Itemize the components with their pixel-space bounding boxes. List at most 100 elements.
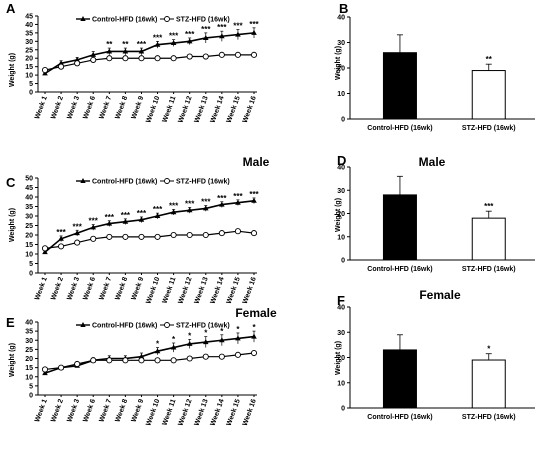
y-tick-label: 10 [25, 374, 33, 381]
panel-d-plot: 0 10 20 30 40 Control-HFD (16wk) STZ-HFD (16wk… [337, 165, 535, 273]
data-point-stz [170, 231, 177, 239]
x-tick-label: Week 6 [82, 398, 97, 423]
x-tick-label: Week 8 [114, 95, 129, 120]
data-point-stz [138, 357, 145, 364]
y-tick-label: 30 [337, 188, 345, 195]
data-point-control [219, 33, 225, 39]
data-point-stz [234, 351, 241, 358]
bar-stz [471, 70, 506, 120]
significance-annotation: *** [72, 222, 82, 231]
data-point-stz [106, 55, 113, 62]
data-point-stz [202, 353, 209, 360]
x-tick-label: Week 16 [242, 398, 258, 427]
data-point-stz [186, 53, 193, 60]
y-tick-label: 10 [337, 91, 345, 98]
bar-stz [471, 217, 506, 261]
data-point-control [122, 48, 129, 54]
y-tick-label: 50 [25, 176, 33, 183]
panel-b-label: B [339, 1, 348, 16]
panel-e-label: E [6, 315, 15, 330]
x-tick-label: Week 16 [242, 95, 258, 124]
data-point-stz [90, 56, 97, 63]
x-tick-label: Week 1 [34, 398, 49, 423]
significance-annotation: * [204, 329, 208, 338]
data-point-stz [250, 51, 258, 58]
bar-control [382, 52, 417, 120]
y-tick-label: 10 [25, 73, 33, 80]
y-tick-label: 20 [337, 211, 345, 218]
x-tick-label: Week 2 [50, 276, 65, 301]
y-tick-label: 30 [337, 330, 345, 337]
significance-annotation: *** [121, 211, 131, 220]
data-point-control [138, 48, 145, 54]
data-point-stz [58, 243, 65, 250]
data-point-stz [41, 245, 49, 252]
bar-control [382, 349, 417, 409]
data-point-control [251, 197, 257, 203]
y-tick-label: 15 [25, 242, 33, 249]
y-tick-label: 20 [25, 233, 33, 240]
legend-marker-stz [164, 178, 170, 184]
y-tick-label: 5 [29, 261, 33, 268]
x-tick-label: Week 16 [242, 276, 258, 305]
significance-annotation: *** [233, 192, 243, 201]
y-tick-label: 10 [337, 380, 345, 387]
panel-c: Male C Weight (g) 0 5 10 15 20 25 30 35 40 45 50 We… [6, 155, 270, 305]
x-tick-label: Week 7 [98, 95, 113, 120]
significance-annotation: ** [486, 55, 493, 64]
y-tick-label: 25 [25, 347, 33, 354]
x-tick-label: Week 13 [194, 276, 210, 305]
y-tick-label: 0 [29, 90, 33, 97]
x-category-label: STZ-HFD (16wk) [462, 266, 516, 273]
legend-label-stz: STZ-HFD (16wk) [176, 179, 230, 186]
y-tick-label: 35 [25, 30, 33, 37]
panel-b: B Weight (g) 0 10 20 30 40 Control-HFD (16wk)… [335, 1, 535, 132]
data-point-control [186, 38, 193, 44]
data-point-stz [74, 60, 81, 67]
x-tick-label: Week 15 [226, 276, 242, 305]
legend-label-control: Control-HFD (16wk) [92, 17, 157, 24]
x-tick-label: Week 2 [50, 95, 65, 120]
x-category-label: Control-HFD (16wk) [367, 125, 432, 132]
data-point-stz [202, 53, 209, 60]
x-category-label: STZ-HFD (16wk) [462, 125, 516, 132]
y-tick-label: 40 [25, 195, 33, 202]
panel-a-ylabel: Weight (g) [9, 53, 16, 87]
data-point-stz [41, 66, 49, 74]
data-point-control [219, 337, 225, 343]
significance-annotation: *** [56, 228, 66, 237]
legend-label-stz: STZ-HFD (16wk) [176, 17, 230, 24]
significance-annotation: *** [249, 190, 259, 199]
data-point-control [186, 340, 193, 346]
y-tick-label: 20 [337, 355, 345, 362]
significance-annotation: *** [185, 199, 195, 208]
significance-annotation: *** [137, 40, 147, 49]
data-point-stz [90, 357, 97, 364]
data-point-control [58, 235, 64, 241]
x-category-label: Control-HFD (16wk) [367, 266, 432, 273]
data-point-stz [138, 233, 145, 240]
data-point-stz [58, 63, 65, 70]
data-point-stz [234, 51, 241, 58]
data-point-stz [138, 55, 145, 62]
significance-annotation: *** [217, 23, 227, 32]
x-tick-label: Week 10 [145, 398, 161, 427]
significance-annotation: *** [153, 205, 163, 214]
x-tick-label: Week 7 [98, 398, 113, 423]
panel-d-title: Male [419, 155, 446, 169]
x-tick-label: Week 1 [34, 276, 49, 301]
significance-annotation: *** [201, 198, 211, 207]
data-point-stz [170, 357, 177, 364]
significance-annotation: *** [153, 33, 163, 42]
legend-marker-control [80, 178, 86, 183]
y-tick-label: 45 [25, 185, 33, 192]
bar-control [382, 194, 417, 261]
significance-annotation: *** [249, 20, 259, 29]
data-point-control [235, 31, 241, 37]
data-point-control [219, 201, 225, 207]
y-tick-label: 0 [29, 393, 33, 400]
x-category-label: STZ-HFD (16wk) [462, 414, 516, 421]
